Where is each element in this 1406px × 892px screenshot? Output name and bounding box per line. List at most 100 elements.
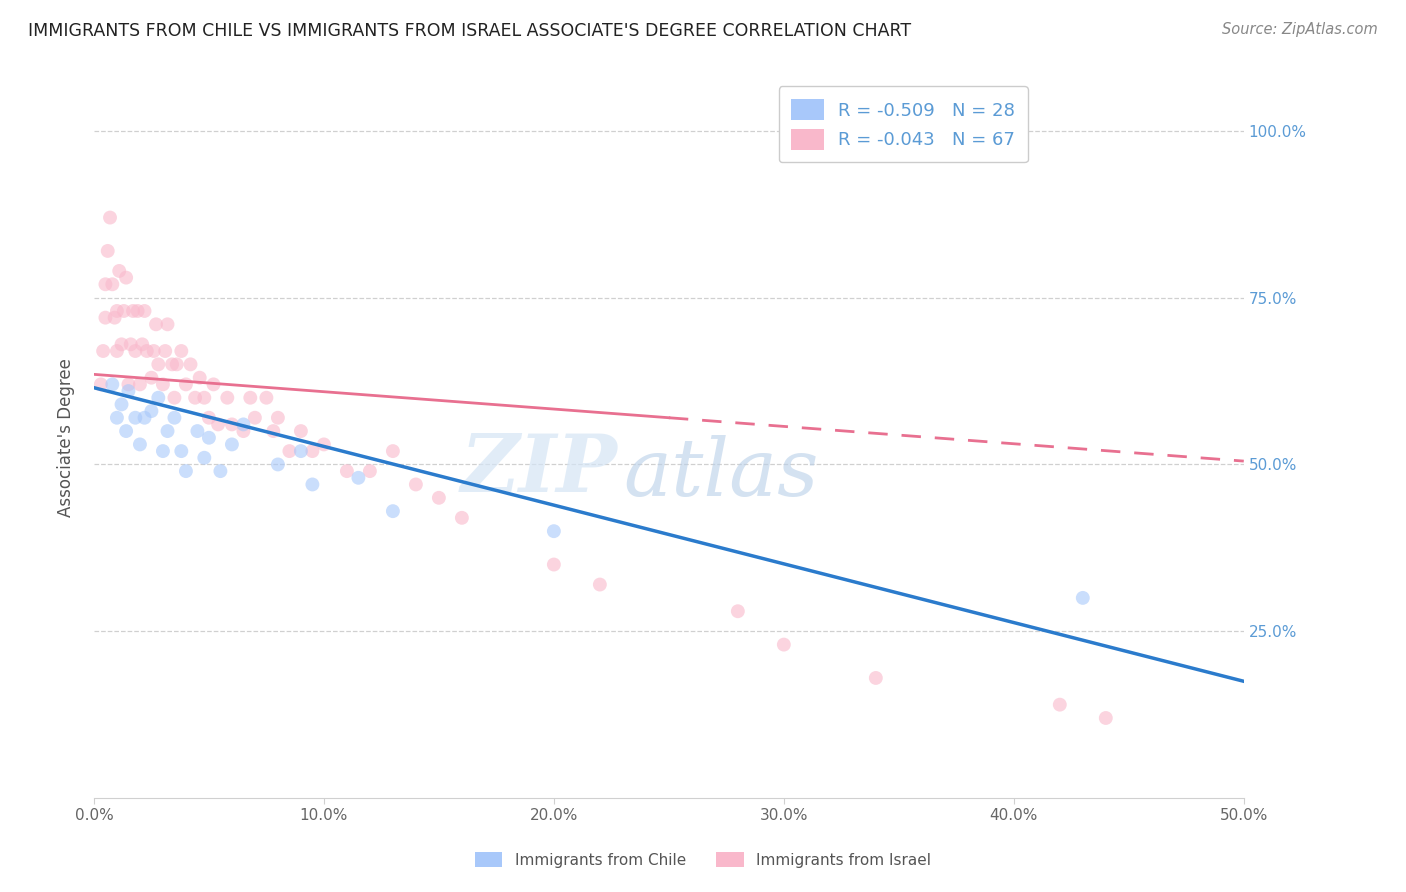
Point bbox=[120, 337, 142, 351]
Point bbox=[170, 344, 193, 359]
Point bbox=[134, 410, 156, 425]
Point bbox=[148, 357, 170, 371]
Point bbox=[127, 304, 149, 318]
Point bbox=[160, 357, 183, 371]
Point bbox=[232, 417, 254, 432]
Point bbox=[336, 464, 359, 478]
Point bbox=[152, 444, 174, 458]
Point bbox=[221, 417, 243, 432]
Point bbox=[141, 370, 163, 384]
Point bbox=[262, 424, 284, 438]
Point bbox=[254, 391, 277, 405]
Point bbox=[129, 437, 152, 451]
Point bbox=[359, 464, 381, 478]
Point bbox=[198, 431, 221, 445]
Text: Source: ZipAtlas.com: Source: ZipAtlas.com bbox=[1222, 22, 1378, 37]
Point bbox=[267, 410, 290, 425]
Legend: R = -0.509   N = 28, R = -0.043   N = 67: R = -0.509 N = 28, R = -0.043 N = 67 bbox=[779, 87, 1028, 162]
Point bbox=[1049, 698, 1071, 712]
Point bbox=[301, 477, 323, 491]
Point bbox=[198, 410, 221, 425]
Point bbox=[290, 444, 312, 458]
Point bbox=[267, 458, 290, 472]
Point bbox=[221, 437, 243, 451]
Point bbox=[131, 337, 153, 351]
Point bbox=[115, 270, 138, 285]
Point bbox=[134, 304, 156, 318]
Point bbox=[174, 464, 197, 478]
Point bbox=[405, 477, 427, 491]
Point bbox=[108, 264, 131, 278]
Point bbox=[193, 391, 215, 405]
Point bbox=[104, 310, 127, 325]
Point bbox=[543, 524, 565, 538]
Point bbox=[98, 211, 121, 225]
Point bbox=[589, 577, 612, 591]
Point bbox=[451, 511, 474, 525]
Point bbox=[290, 424, 312, 438]
Point bbox=[166, 357, 188, 371]
Point bbox=[148, 391, 170, 405]
Point bbox=[1094, 711, 1116, 725]
Point bbox=[207, 417, 229, 432]
Point bbox=[115, 424, 138, 438]
Point bbox=[94, 277, 117, 292]
Text: atlas: atlas bbox=[623, 435, 818, 513]
Point bbox=[163, 391, 186, 405]
Point bbox=[239, 391, 262, 405]
Point bbox=[156, 318, 179, 332]
Point bbox=[186, 424, 208, 438]
Point bbox=[94, 310, 117, 325]
Point bbox=[217, 391, 239, 405]
Point bbox=[117, 384, 139, 398]
Point bbox=[142, 344, 165, 359]
Point bbox=[1071, 591, 1094, 605]
Point bbox=[110, 337, 132, 351]
Point bbox=[112, 304, 135, 318]
Point bbox=[180, 357, 202, 371]
Point bbox=[110, 397, 132, 411]
Point bbox=[105, 410, 128, 425]
Point bbox=[543, 558, 565, 572]
Point bbox=[117, 377, 139, 392]
Point bbox=[184, 391, 207, 405]
Legend: Immigrants from Chile, Immigrants from Israel: Immigrants from Chile, Immigrants from I… bbox=[467, 844, 939, 875]
Point bbox=[243, 410, 266, 425]
Point bbox=[91, 344, 114, 359]
Point bbox=[202, 377, 225, 392]
Point bbox=[101, 377, 124, 392]
Point bbox=[312, 437, 335, 451]
Point bbox=[232, 424, 254, 438]
Point bbox=[135, 344, 157, 359]
Point bbox=[145, 318, 167, 332]
Point bbox=[209, 464, 232, 478]
Point bbox=[101, 277, 124, 292]
Point bbox=[129, 377, 152, 392]
Point bbox=[124, 344, 146, 359]
Point bbox=[141, 404, 163, 418]
Point bbox=[174, 377, 197, 392]
Point bbox=[105, 344, 128, 359]
Point bbox=[170, 444, 193, 458]
Point bbox=[427, 491, 450, 505]
Point bbox=[122, 304, 145, 318]
Point bbox=[381, 504, 404, 518]
Point bbox=[163, 410, 186, 425]
Point bbox=[727, 604, 749, 618]
Point bbox=[188, 370, 211, 384]
Point bbox=[97, 244, 120, 258]
Point bbox=[301, 444, 323, 458]
Point bbox=[347, 471, 370, 485]
Text: IMMIGRANTS FROM CHILE VS IMMIGRANTS FROM ISRAEL ASSOCIATE'S DEGREE CORRELATION C: IMMIGRANTS FROM CHILE VS IMMIGRANTS FROM… bbox=[28, 22, 911, 40]
Point bbox=[278, 444, 301, 458]
Point bbox=[156, 424, 179, 438]
Point bbox=[772, 638, 794, 652]
Y-axis label: Associate's Degree: Associate's Degree bbox=[58, 359, 75, 517]
Point bbox=[865, 671, 887, 685]
Point bbox=[381, 444, 404, 458]
Point bbox=[105, 304, 128, 318]
Point bbox=[124, 410, 146, 425]
Point bbox=[155, 344, 177, 359]
Point bbox=[152, 377, 174, 392]
Point bbox=[90, 377, 112, 392]
